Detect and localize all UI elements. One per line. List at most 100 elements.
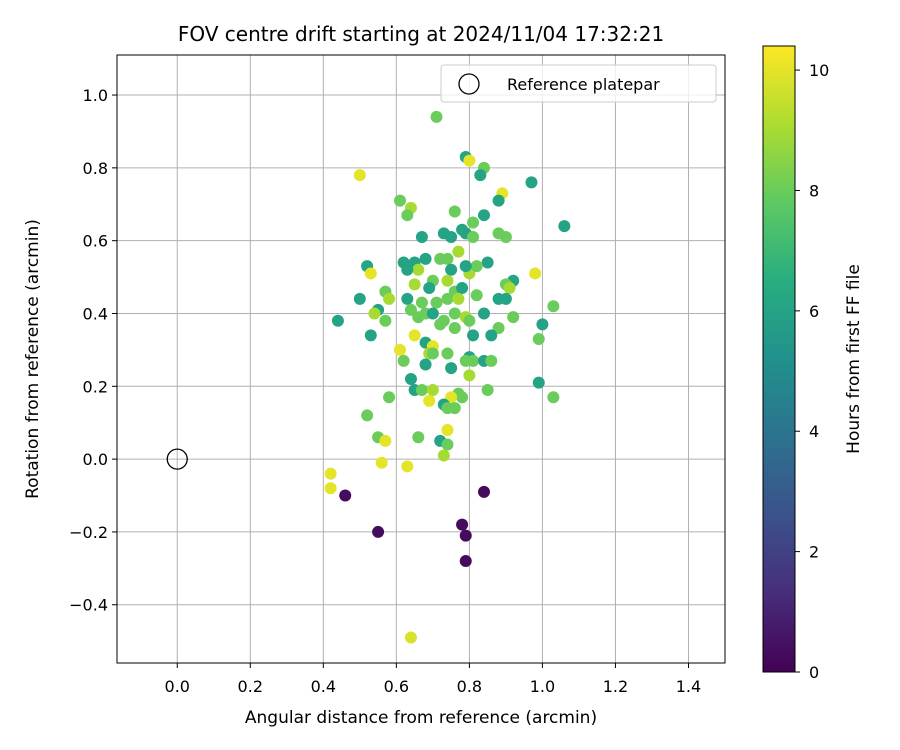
data-point bbox=[459, 529, 472, 542]
data-point bbox=[558, 220, 571, 233]
data-point bbox=[536, 318, 549, 331]
data-point bbox=[448, 402, 461, 415]
data-point bbox=[445, 263, 458, 276]
legend-box bbox=[440, 64, 717, 103]
data-point bbox=[448, 322, 461, 335]
x-tick-label: 0.0 bbox=[165, 677, 190, 696]
data-point bbox=[375, 456, 388, 469]
data-point bbox=[456, 282, 469, 295]
x-tick-label: 0.6 bbox=[384, 677, 409, 696]
x-tick-label: 1.0 bbox=[530, 677, 555, 696]
data-point bbox=[485, 354, 498, 367]
data-point bbox=[467, 216, 480, 229]
x-tick-label: 1.2 bbox=[603, 677, 628, 696]
data-point bbox=[441, 252, 454, 265]
data-point bbox=[441, 438, 454, 451]
x-tick-label: 1.4 bbox=[676, 677, 701, 696]
colorbar-tick-label: 0 bbox=[809, 663, 819, 682]
data-point bbox=[419, 358, 432, 371]
data-point bbox=[324, 482, 337, 495]
data-point bbox=[463, 369, 476, 382]
colorbar-gradient bbox=[762, 45, 796, 673]
plot-area: 0.0 0.2 0.4 0.6 0.8 1.0 1.2 1.4 −0.4−0.20.00.20… bbox=[69, 54, 726, 696]
y-tick-label: 0.6 bbox=[83, 232, 108, 251]
data-point bbox=[441, 274, 454, 287]
data-point bbox=[459, 555, 472, 568]
data-point bbox=[379, 434, 392, 447]
plot-frame bbox=[116, 54, 726, 664]
data-point bbox=[470, 289, 483, 302]
data-point bbox=[448, 307, 461, 320]
colorbar-tick-label: 2 bbox=[809, 543, 819, 562]
data-point bbox=[456, 518, 469, 531]
data-point bbox=[412, 263, 425, 276]
data-point bbox=[499, 231, 512, 244]
x-tick-label: 0.4 bbox=[311, 677, 336, 696]
data-point bbox=[364, 329, 377, 342]
y-tick-label: 0.0 bbox=[83, 450, 108, 469]
data-point bbox=[383, 292, 396, 305]
data-points bbox=[324, 110, 571, 644]
data-point bbox=[452, 245, 465, 258]
data-point bbox=[547, 391, 560, 404]
data-point bbox=[532, 332, 545, 345]
data-point bbox=[401, 209, 414, 222]
y-tick-label: 0.4 bbox=[83, 304, 108, 323]
colorbar-label: Hours from first FF file bbox=[844, 264, 864, 454]
data-point bbox=[331, 314, 344, 327]
data-point bbox=[419, 252, 432, 265]
x-axis-ticks: 0.0 0.2 0.4 0.6 0.8 1.0 1.2 1.4 bbox=[165, 663, 701, 696]
data-point bbox=[499, 292, 512, 305]
legend-label-reference-platepar: Reference platepar bbox=[507, 75, 660, 94]
data-point bbox=[503, 282, 516, 295]
y-tick-label: 0.2 bbox=[83, 377, 108, 396]
data-point bbox=[394, 343, 407, 356]
data-point bbox=[470, 260, 483, 273]
data-point bbox=[437, 314, 450, 327]
data-point bbox=[445, 362, 458, 375]
data-point bbox=[445, 231, 458, 244]
colorbar-tick-label: 6 bbox=[809, 302, 819, 321]
data-point bbox=[412, 431, 425, 444]
data-point bbox=[430, 296, 443, 309]
data-point bbox=[467, 354, 480, 367]
data-point bbox=[456, 391, 469, 404]
data-point bbox=[463, 314, 476, 327]
data-point bbox=[492, 322, 505, 335]
data-point bbox=[448, 205, 461, 218]
data-point bbox=[430, 110, 443, 123]
data-point bbox=[397, 354, 410, 367]
data-point bbox=[437, 449, 450, 462]
data-point bbox=[452, 292, 465, 305]
data-point bbox=[353, 169, 366, 182]
reference-platepar-marker bbox=[166, 448, 188, 470]
colorbar: 0 2 4 6 8 10 Hours from first FF file bbox=[762, 45, 864, 682]
data-point bbox=[507, 311, 520, 324]
data-point bbox=[423, 282, 436, 295]
y-tick-label: −0.2 bbox=[69, 523, 108, 542]
data-point bbox=[408, 278, 421, 291]
data-point bbox=[441, 292, 454, 305]
data-point bbox=[401, 460, 414, 473]
data-point bbox=[467, 329, 480, 342]
data-point bbox=[477, 307, 490, 320]
data-point bbox=[412, 311, 425, 324]
data-point bbox=[408, 329, 421, 342]
data-point bbox=[372, 525, 385, 538]
y-tick-label: −0.4 bbox=[69, 596, 108, 615]
data-point bbox=[492, 194, 505, 207]
data-point bbox=[415, 231, 428, 244]
legend: Reference platepar bbox=[440, 64, 717, 103]
data-point bbox=[361, 409, 374, 422]
data-point bbox=[426, 307, 439, 320]
y-tick-label: 1.0 bbox=[83, 86, 108, 105]
data-point bbox=[394, 194, 407, 207]
data-point bbox=[445, 391, 458, 404]
x-axis-label: Angular distance from reference (arcmin) bbox=[245, 708, 597, 728]
data-point bbox=[415, 383, 428, 396]
data-point bbox=[463, 154, 476, 167]
colorbar-tick-label: 4 bbox=[809, 422, 819, 441]
data-point bbox=[415, 296, 428, 309]
data-point bbox=[529, 267, 542, 280]
data-point bbox=[532, 376, 545, 389]
